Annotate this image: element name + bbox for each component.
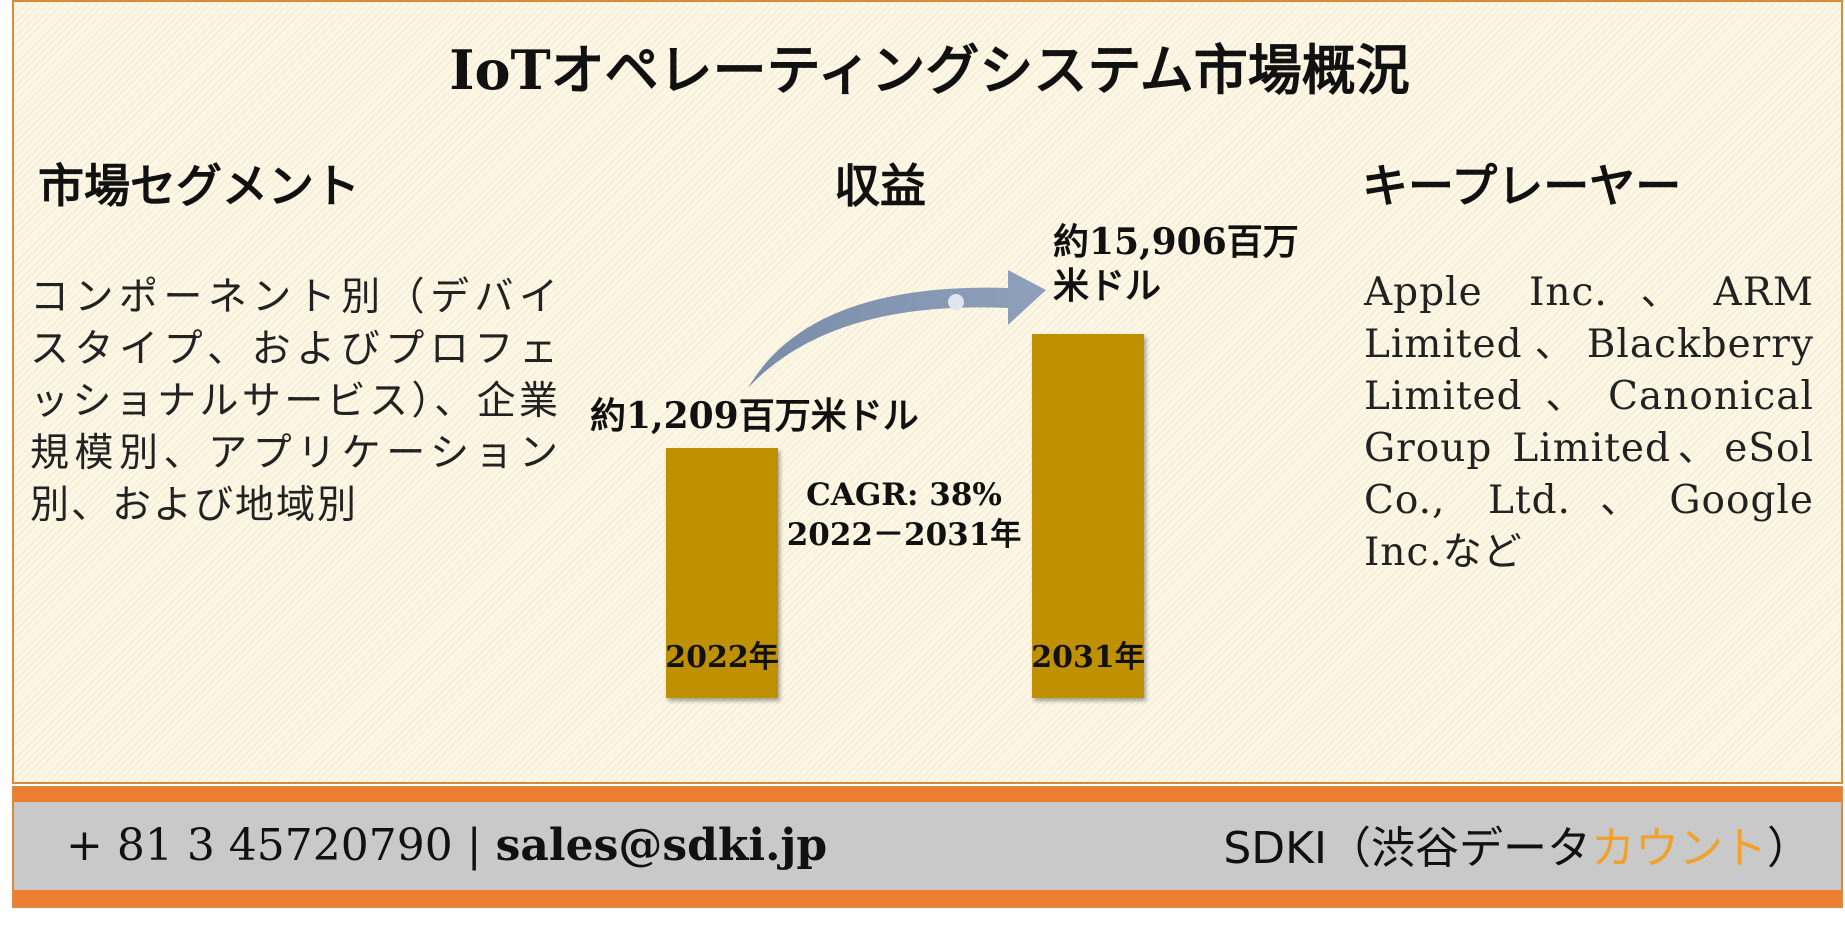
- brand-name: SDKI（渋谷データカウント）: [1223, 812, 1811, 876]
- brand-prefix: SDKI（渋谷データ: [1223, 823, 1591, 874]
- growth-arrow-highlight: [948, 294, 964, 310]
- footer-contact-band: + 81 3 45720790 | sales@sdki.jp SDKI（渋谷デ…: [14, 802, 1841, 890]
- cagr-period-label: 2022－2031年: [787, 517, 1022, 553]
- market-segment-heading: 市場セグメント: [38, 159, 360, 213]
- key-players-text: Apple Inc.、ARM Limited、Blackberry Limite…: [1364, 270, 1814, 575]
- phone-number: + 81 3 45720790: [66, 820, 453, 871]
- revenue-chart: CAGR: 38% 2022－2031年 2022年 約1,209百万米ドル 203…: [590, 221, 1299, 698]
- revenue-heading: 収益: [834, 159, 926, 213]
- bar-value-label: 約1,209百万米ドル: [590, 395, 919, 437]
- market-segment-text: コンポーネント別（デバイスタイプ、およびプロフェッショナルサービス）、企業規模別…: [30, 275, 560, 528]
- contact-separator: |: [466, 820, 482, 871]
- bar-category-label: 2022年: [665, 640, 779, 675]
- growth-arrow: [748, 270, 1046, 388]
- bar-value-label: 米ドル: [1053, 265, 1161, 307]
- cagr-label: CAGR: 38%: [806, 477, 1002, 513]
- contact-info: + 81 3 45720790 | sales@sdki.jp: [66, 820, 827, 871]
- footer: + 81 3 45720790 | sales@sdki.jp SDKI（渋谷デ…: [12, 786, 1843, 908]
- revenue-bar-2022年: [666, 448, 778, 698]
- brand-accent: カウント: [1591, 823, 1767, 874]
- bar-category-label: 2031年: [1031, 640, 1145, 675]
- bar-value-label: 約15,906百万: [1053, 221, 1299, 263]
- page-title: IoTオペレーティングシステム市場概況: [449, 38, 1410, 102]
- revenue-bar-2031年: [1032, 334, 1144, 698]
- overview-panel: IoTオペレーティングシステム市場概況 市場セグメント 収益 キープレーヤー コ…: [12, 0, 1843, 784]
- email-link[interactable]: sales@sdki.jp: [495, 820, 828, 871]
- brand-suffix: ）: [1767, 823, 1811, 874]
- key-players-heading: キープレーヤー: [1362, 159, 1682, 213]
